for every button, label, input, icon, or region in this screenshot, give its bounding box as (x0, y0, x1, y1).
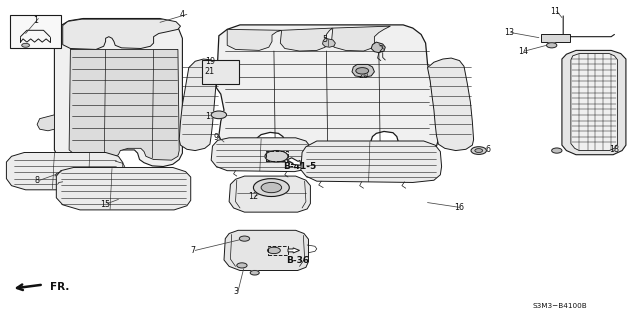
Text: 15: 15 (100, 200, 111, 209)
Circle shape (552, 148, 562, 153)
Polygon shape (428, 58, 474, 151)
Circle shape (253, 179, 289, 197)
Text: 5: 5 (323, 35, 328, 44)
Polygon shape (332, 26, 390, 51)
Circle shape (261, 182, 282, 193)
Text: 19: 19 (205, 57, 215, 66)
Bar (266, 151, 288, 161)
Polygon shape (227, 29, 282, 50)
Polygon shape (571, 54, 618, 151)
Text: 11: 11 (550, 7, 561, 16)
Polygon shape (179, 59, 219, 151)
Text: 13: 13 (504, 28, 514, 37)
FancyArrow shape (287, 158, 301, 165)
Text: 1: 1 (33, 16, 38, 25)
Bar (268, 246, 288, 255)
Circle shape (268, 247, 280, 254)
Polygon shape (280, 28, 333, 51)
Circle shape (250, 271, 259, 275)
Polygon shape (182, 115, 198, 131)
Polygon shape (56, 167, 191, 210)
Text: 6: 6 (485, 145, 490, 154)
Polygon shape (63, 19, 180, 49)
Text: 9: 9 (214, 133, 219, 142)
Text: 21: 21 (205, 67, 215, 76)
Polygon shape (54, 19, 182, 172)
Circle shape (547, 43, 557, 48)
Text: 12: 12 (248, 192, 258, 201)
Polygon shape (229, 176, 310, 212)
Polygon shape (69, 49, 179, 160)
Text: 18: 18 (609, 145, 620, 154)
Text: FR.: FR. (50, 282, 69, 292)
Bar (541, 34, 570, 42)
Circle shape (471, 147, 486, 154)
Polygon shape (216, 25, 438, 152)
Bar (10, 15, 61, 48)
FancyArrow shape (288, 248, 300, 253)
Polygon shape (371, 42, 385, 53)
Circle shape (475, 149, 483, 152)
Circle shape (356, 68, 369, 74)
Circle shape (22, 43, 29, 47)
Circle shape (265, 151, 288, 162)
Polygon shape (562, 50, 626, 155)
Circle shape (237, 263, 247, 268)
Polygon shape (211, 138, 310, 172)
Text: 7: 7 (191, 246, 196, 255)
Polygon shape (323, 38, 335, 47)
Text: 20: 20 (358, 71, 369, 80)
Polygon shape (301, 141, 442, 182)
Bar (202, 60, 239, 84)
Text: 3: 3 (233, 287, 238, 296)
Text: 4: 4 (180, 10, 185, 19)
Polygon shape (6, 152, 123, 190)
Polygon shape (352, 64, 374, 77)
Text: B-41-5: B-41-5 (283, 162, 316, 171)
Polygon shape (224, 230, 308, 271)
Text: 16: 16 (454, 204, 465, 212)
Polygon shape (37, 115, 54, 131)
Text: 8: 8 (35, 176, 40, 185)
Text: 17: 17 (205, 112, 215, 121)
Text: 10: 10 (256, 181, 266, 190)
Circle shape (239, 236, 250, 241)
Text: B-36: B-36 (286, 256, 309, 265)
Circle shape (211, 111, 227, 119)
Text: 14: 14 (518, 47, 529, 56)
Text: S3M3−B4100B: S3M3−B4100B (532, 303, 588, 309)
Text: 2: 2 (378, 45, 383, 54)
